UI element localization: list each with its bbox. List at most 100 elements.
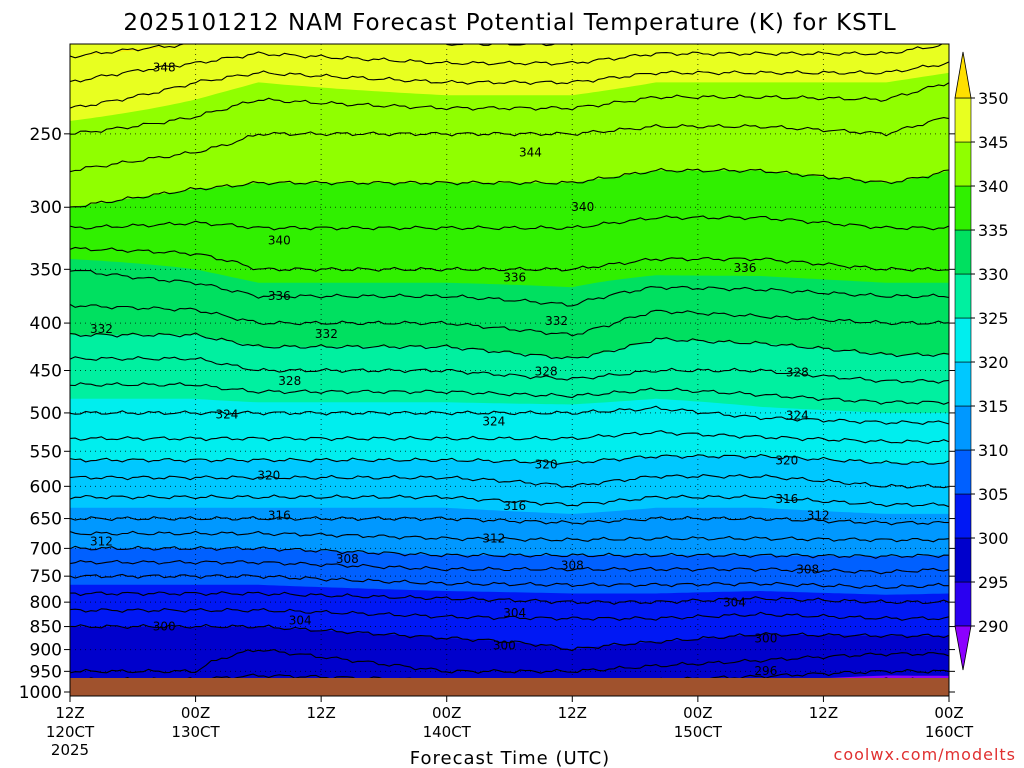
- y-tick-label: 350: [30, 260, 62, 280]
- isentrope-302: [70, 607, 949, 621]
- isentrope-350: [70, 44, 573, 59]
- contour-label: 340: [268, 234, 291, 248]
- contour-label: 304: [503, 606, 526, 620]
- x-tick-date: 150CT: [674, 723, 723, 741]
- y-tick-label: 850: [30, 618, 62, 638]
- contour-label: 340: [571, 200, 594, 214]
- contour-label: 312: [807, 508, 830, 522]
- colorbar: 290 295 300 305 310 315 320 325 330 335 340 345 350: [954, 51, 1009, 671]
- credit-text[interactable]: coolwx.com/modelts: [834, 745, 1016, 764]
- colorbar-label: 330: [978, 265, 1009, 284]
- x-tick-label: 00Z: [432, 704, 461, 722]
- contour-label: 324: [786, 408, 809, 422]
- contour-label: 308: [796, 563, 819, 577]
- colorbar-band: [954, 229, 972, 275]
- contour-label: 316: [268, 508, 291, 522]
- contour-label: 300: [493, 639, 516, 653]
- x-tick-label: 12Z: [558, 704, 587, 722]
- colorbar-label: 350: [978, 89, 1009, 108]
- isentrope-304: [70, 591, 949, 605]
- colorbar-band: [954, 317, 972, 363]
- colorbar-band: [954, 581, 972, 627]
- contour-label: 308: [336, 552, 359, 566]
- contour-label: 336: [503, 270, 526, 284]
- colorbar-label: 325: [978, 309, 1009, 328]
- isentrope-lines: [70, 44, 949, 680]
- contour-label: 336: [268, 289, 291, 303]
- contour-label: 320: [535, 457, 558, 471]
- colorbar-label: 300: [978, 529, 1009, 548]
- ground-bar: [70, 678, 949, 696]
- chart-title: 2025101212 NAM Forecast Potential Temper…: [123, 10, 896, 36]
- isentrope-344: [70, 82, 949, 135]
- y-tick-label: 400: [30, 314, 62, 334]
- contour-label: 296: [754, 664, 777, 678]
- x-tick-label: 12Z: [809, 704, 838, 722]
- pressure-axis: 250 300 350 400 450 500 550 600 650 700 750 800 850 9…: [19, 125, 955, 703]
- contour-label: 304: [289, 613, 312, 627]
- y-tick-label: 750: [30, 567, 62, 587]
- contour-label: 328: [786, 365, 809, 379]
- contour-label: 336: [733, 261, 756, 275]
- isentrope-312: [70, 530, 949, 543]
- contour-label: 332: [90, 322, 113, 336]
- y-tick-label: 950: [30, 662, 62, 682]
- x-tick-date: 160CT: [925, 723, 974, 741]
- y-tick-label: 650: [30, 510, 62, 530]
- isentrope-330: [70, 332, 949, 360]
- colorbar-band: [954, 185, 972, 231]
- isentrope-346: [70, 61, 949, 109]
- isentrope-338: [70, 215, 949, 231]
- colorbar-band: [954, 97, 972, 143]
- isentrope-324: [70, 405, 949, 425]
- temperature-fill: [70, 44, 949, 680]
- x-tick-date: 120CT: [46, 723, 95, 741]
- plot-area: 348 344 340 340 336 336 336 332 332 332 328 328 328 3…: [70, 44, 949, 680]
- contour-labels: 348 344 340 340 336 336 336 332 332 332 328 328 328 3…: [90, 60, 830, 677]
- isentrope-314: [70, 515, 949, 526]
- contour-label: 312: [90, 534, 113, 548]
- x-tick-year: 2025: [51, 741, 89, 759]
- colorbar-band: [954, 449, 972, 495]
- y-tick-label: 1000: [19, 683, 62, 703]
- x-tick-label: 00Z: [934, 704, 963, 722]
- contour-label: 320: [257, 468, 280, 482]
- colorbar-label: 320: [978, 353, 1009, 372]
- colorbar-band: [954, 361, 972, 407]
- contour-label: 344: [519, 146, 542, 160]
- colorbar-label: 340: [978, 177, 1009, 196]
- colorbar-bottom-arrow: [954, 625, 972, 671]
- isentrope-332: [70, 303, 949, 337]
- isentrope-326: [70, 382, 949, 405]
- fill-band: [70, 44, 949, 121]
- colorbar-label: 345: [978, 133, 1009, 152]
- contour-label: 328: [278, 374, 301, 388]
- isentrope-308: [70, 559, 949, 575]
- x-tick-label: 00Z: [683, 704, 712, 722]
- colorbar-top-arrow: [954, 51, 972, 99]
- contour-label: 348: [153, 60, 176, 74]
- colorbar-label: 310: [978, 441, 1009, 460]
- colorbar-band: [954, 537, 972, 583]
- y-tick-label: 800: [30, 593, 62, 613]
- isentrope-298: [70, 649, 949, 674]
- contour-label: 312: [482, 531, 505, 545]
- contour-label: 304: [723, 596, 746, 610]
- y-tick-label: 450: [30, 361, 62, 381]
- colorbar-label: 305: [978, 485, 1009, 504]
- contour-label: 316: [775, 492, 798, 506]
- colorbar-label: 315: [978, 397, 1009, 416]
- y-tick-label: 550: [30, 442, 62, 462]
- isentrope-296: [70, 669, 949, 680]
- x-tick-date: 130CT: [171, 723, 220, 741]
- y-tick-label: 700: [30, 539, 62, 559]
- contour-label: 332: [545, 314, 568, 328]
- contour-label: 324: [216, 408, 239, 422]
- isentrope-306: [70, 573, 949, 589]
- isentrope-334: [70, 269, 949, 307]
- y-tick-label: 600: [30, 477, 62, 497]
- contour-label: 316: [503, 499, 526, 513]
- isentrope-336: [70, 246, 949, 272]
- colorbar-label: 290: [978, 617, 1009, 636]
- x-tick-date: 140CT: [423, 723, 472, 741]
